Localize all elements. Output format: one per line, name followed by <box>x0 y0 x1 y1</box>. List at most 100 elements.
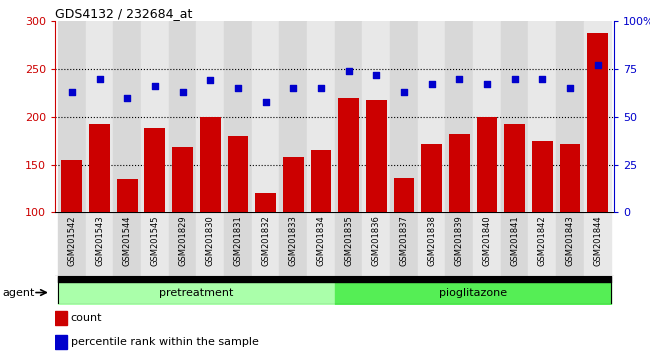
Bar <box>418 21 445 212</box>
Text: GSM201831: GSM201831 <box>233 216 242 266</box>
Bar <box>227 136 248 212</box>
Bar <box>255 193 276 212</box>
Bar <box>86 21 113 212</box>
Bar <box>144 128 165 212</box>
Bar <box>55 312 67 325</box>
Text: pioglitazone: pioglitazone <box>439 289 507 298</box>
Point <box>343 68 354 74</box>
Text: pretreatment: pretreatment <box>159 289 233 298</box>
Bar <box>504 125 525 212</box>
Bar <box>393 178 414 212</box>
Bar <box>500 21 528 212</box>
Point <box>177 89 188 95</box>
Text: GSM201843: GSM201843 <box>566 216 575 266</box>
Bar <box>560 144 580 212</box>
Bar <box>584 21 612 212</box>
Bar <box>390 212 418 276</box>
Text: GSM201542: GSM201542 <box>68 216 76 266</box>
Point <box>150 84 160 89</box>
Text: GSM201830: GSM201830 <box>205 216 214 266</box>
Bar <box>169 21 196 212</box>
Bar <box>58 21 86 212</box>
Point <box>288 85 298 91</box>
Bar <box>449 134 470 212</box>
Bar <box>280 212 307 276</box>
Bar <box>280 21 307 212</box>
Bar <box>473 212 500 276</box>
Bar <box>500 212 528 276</box>
Text: GSM201844: GSM201844 <box>593 216 602 266</box>
Text: GSM201829: GSM201829 <box>178 216 187 266</box>
Bar <box>473 21 500 212</box>
Text: GSM201837: GSM201837 <box>400 216 408 267</box>
Bar <box>307 212 335 276</box>
Point <box>565 85 575 91</box>
Bar <box>169 212 196 276</box>
Bar <box>113 21 141 212</box>
Bar <box>366 99 387 212</box>
Bar <box>390 21 418 212</box>
Point <box>371 72 382 78</box>
Text: GSM201543: GSM201543 <box>95 216 104 266</box>
Bar <box>141 212 169 276</box>
Text: agent: agent <box>3 287 35 298</box>
Bar <box>311 150 332 212</box>
Text: GSM201833: GSM201833 <box>289 216 298 267</box>
Bar <box>117 179 138 212</box>
Text: percentile rank within the sample: percentile rank within the sample <box>71 337 259 347</box>
Point <box>122 95 133 101</box>
Text: GSM201544: GSM201544 <box>123 216 132 266</box>
Bar <box>62 160 83 212</box>
Bar <box>55 335 67 349</box>
Text: GSM201841: GSM201841 <box>510 216 519 266</box>
Point <box>233 85 243 91</box>
Bar <box>86 212 113 276</box>
Bar <box>224 21 252 212</box>
Bar <box>445 212 473 276</box>
Bar <box>335 21 363 212</box>
Bar <box>58 212 86 276</box>
Bar <box>556 212 584 276</box>
Point <box>454 76 465 81</box>
Bar <box>556 21 584 212</box>
Point <box>205 78 215 83</box>
Text: GSM201838: GSM201838 <box>427 216 436 267</box>
Bar <box>335 212 363 276</box>
Point <box>316 85 326 91</box>
Bar <box>421 144 442 212</box>
Bar <box>363 21 390 212</box>
Point <box>261 99 271 104</box>
Bar <box>283 157 304 212</box>
Point <box>94 76 105 81</box>
Point <box>67 89 77 95</box>
Point <box>510 76 520 81</box>
Text: GSM201839: GSM201839 <box>455 216 464 266</box>
Bar <box>584 212 612 276</box>
Bar <box>141 21 169 212</box>
Bar <box>113 212 141 276</box>
Bar <box>172 147 193 212</box>
Bar <box>476 117 497 212</box>
Text: GSM201836: GSM201836 <box>372 216 381 267</box>
Text: GSM201834: GSM201834 <box>317 216 326 266</box>
Bar <box>224 212 252 276</box>
Point <box>592 62 603 68</box>
Bar <box>196 21 224 212</box>
Text: GSM201835: GSM201835 <box>344 216 353 266</box>
Bar <box>200 117 220 212</box>
Bar <box>338 98 359 212</box>
Bar <box>363 212 390 276</box>
Bar <box>418 212 445 276</box>
Bar <box>307 21 335 212</box>
Bar <box>587 33 608 212</box>
Bar <box>196 212 224 276</box>
Bar <box>89 125 110 212</box>
Bar <box>445 21 473 212</box>
Text: count: count <box>71 313 102 323</box>
Bar <box>252 212 280 276</box>
Point <box>537 76 547 81</box>
Bar <box>532 141 552 212</box>
Point <box>482 81 492 87</box>
Bar <box>252 21 280 212</box>
Text: GSM201840: GSM201840 <box>482 216 491 266</box>
